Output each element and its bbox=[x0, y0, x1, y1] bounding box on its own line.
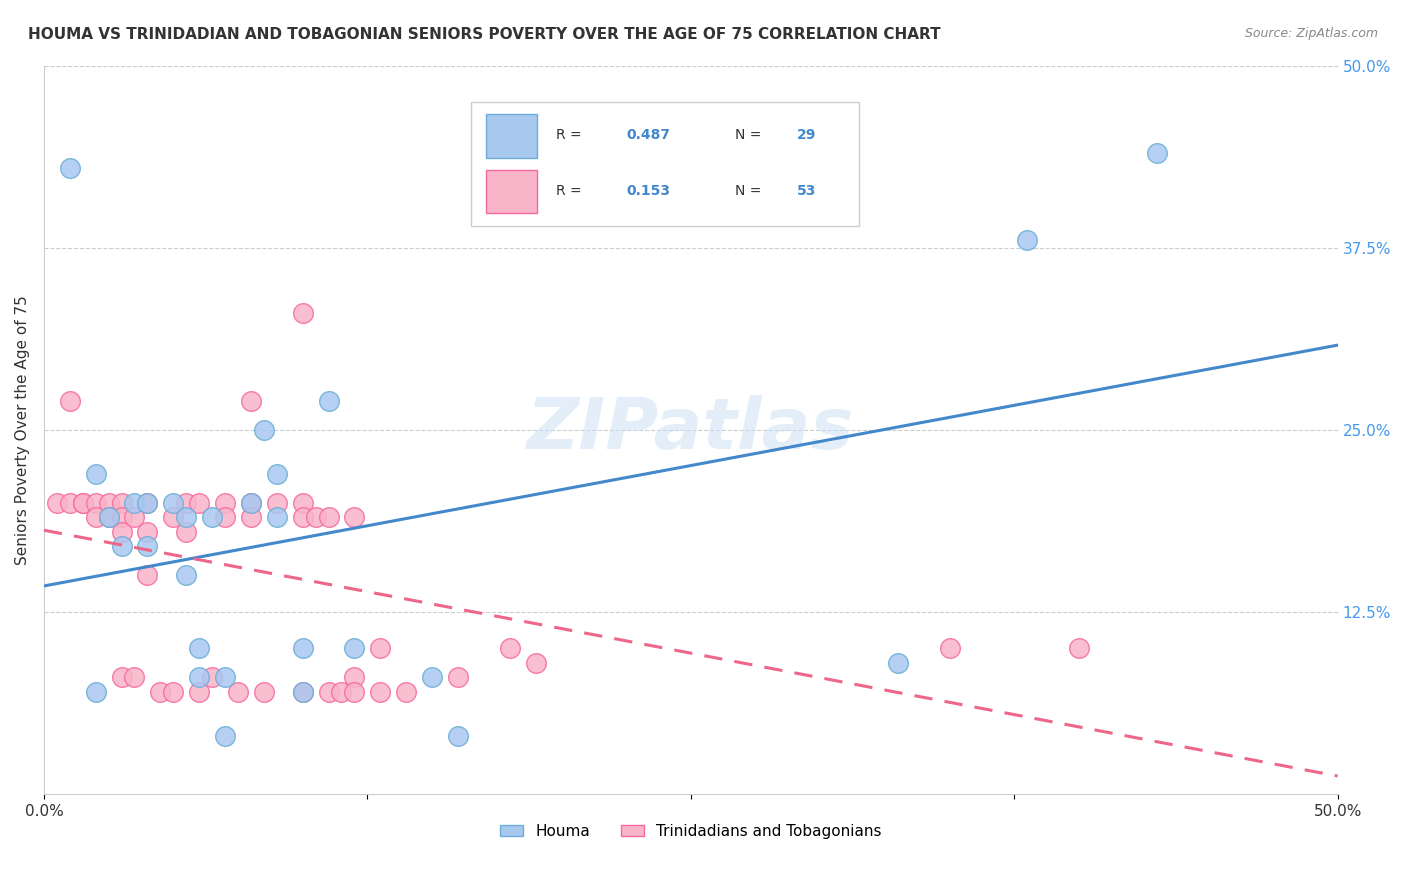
Point bbox=[162, 496, 184, 510]
Legend: Houma, Trinidadians and Tobagonians: Houma, Trinidadians and Tobagonians bbox=[494, 817, 887, 845]
Point bbox=[45, 496, 67, 510]
Point bbox=[368, 641, 391, 656]
Point bbox=[201, 510, 224, 524]
Point bbox=[214, 496, 236, 510]
Point bbox=[420, 670, 443, 684]
Point bbox=[291, 510, 314, 524]
Point bbox=[162, 510, 184, 524]
Point bbox=[149, 685, 172, 699]
Point bbox=[110, 496, 132, 510]
Point bbox=[1146, 146, 1168, 161]
Point bbox=[110, 510, 132, 524]
Point bbox=[110, 524, 132, 539]
Text: Source: ZipAtlas.com: Source: ZipAtlas.com bbox=[1244, 27, 1378, 40]
Point bbox=[291, 641, 314, 656]
Point bbox=[110, 540, 132, 554]
Point bbox=[59, 161, 82, 175]
Point bbox=[291, 496, 314, 510]
Point bbox=[887, 656, 910, 670]
Point bbox=[214, 670, 236, 684]
Point bbox=[124, 510, 146, 524]
Point bbox=[266, 510, 288, 524]
Point bbox=[124, 496, 146, 510]
Y-axis label: Seniors Poverty Over the Age of 75: Seniors Poverty Over the Age of 75 bbox=[15, 295, 30, 565]
Point bbox=[97, 496, 120, 510]
Point bbox=[124, 670, 146, 684]
Point bbox=[59, 393, 82, 408]
Point bbox=[266, 496, 288, 510]
Text: ZIPatlas: ZIPatlas bbox=[527, 395, 855, 465]
Point bbox=[188, 496, 211, 510]
Point bbox=[304, 510, 326, 524]
Point bbox=[174, 510, 197, 524]
Point bbox=[318, 510, 340, 524]
Point bbox=[239, 496, 262, 510]
Point bbox=[136, 524, 159, 539]
Point bbox=[59, 496, 82, 510]
Point bbox=[84, 685, 107, 699]
Point bbox=[84, 510, 107, 524]
Point bbox=[84, 496, 107, 510]
Point bbox=[1017, 234, 1039, 248]
Point bbox=[136, 496, 159, 510]
Point bbox=[330, 685, 353, 699]
Point bbox=[239, 510, 262, 524]
Point bbox=[201, 670, 224, 684]
Point bbox=[136, 568, 159, 582]
Point bbox=[226, 685, 249, 699]
Point bbox=[447, 670, 470, 684]
Point bbox=[97, 510, 120, 524]
Point bbox=[318, 393, 340, 408]
Point bbox=[395, 685, 418, 699]
Point bbox=[214, 510, 236, 524]
Point bbox=[343, 685, 366, 699]
Point bbox=[72, 496, 94, 510]
Text: HOUMA VS TRINIDADIAN AND TOBAGONIAN SENIORS POVERTY OVER THE AGE OF 75 CORRELATI: HOUMA VS TRINIDADIAN AND TOBAGONIAN SENI… bbox=[28, 27, 941, 42]
Point bbox=[174, 524, 197, 539]
Point bbox=[291, 685, 314, 699]
Point bbox=[214, 729, 236, 743]
Point bbox=[253, 685, 276, 699]
Point bbox=[84, 467, 107, 481]
Point bbox=[447, 729, 470, 743]
Point bbox=[188, 670, 211, 684]
Point bbox=[1067, 641, 1090, 656]
Point bbox=[188, 685, 211, 699]
Point bbox=[97, 510, 120, 524]
Point bbox=[318, 685, 340, 699]
Point bbox=[291, 306, 314, 320]
Point bbox=[498, 641, 520, 656]
Point bbox=[162, 685, 184, 699]
Point bbox=[239, 393, 262, 408]
Point bbox=[266, 467, 288, 481]
Point bbox=[343, 510, 366, 524]
Point bbox=[343, 641, 366, 656]
Point bbox=[174, 568, 197, 582]
Point bbox=[253, 423, 276, 437]
Point bbox=[136, 540, 159, 554]
Point bbox=[938, 641, 960, 656]
Point bbox=[524, 656, 547, 670]
Point bbox=[343, 670, 366, 684]
Point bbox=[188, 641, 211, 656]
Point bbox=[291, 685, 314, 699]
Point bbox=[174, 496, 197, 510]
Point bbox=[239, 496, 262, 510]
Point bbox=[72, 496, 94, 510]
Point bbox=[368, 685, 391, 699]
Point bbox=[136, 496, 159, 510]
Point bbox=[110, 670, 132, 684]
